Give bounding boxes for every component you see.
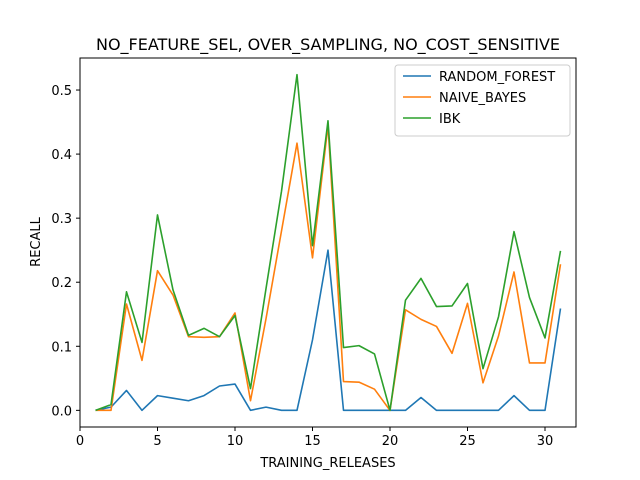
series-line-ibk xyxy=(95,73,562,412)
y-tick-label: 0.4 xyxy=(51,148,72,163)
y-tick-label: 0.1 xyxy=(51,340,72,355)
x-axis-title: TRAINING_RELEASES xyxy=(259,456,395,471)
y-tick-label: 0.5 xyxy=(51,84,72,99)
x-tick-label: 30 xyxy=(537,434,554,449)
y-tick-label: 0.2 xyxy=(51,276,72,291)
x-tick-label: 20 xyxy=(382,434,399,449)
legend: RANDOM_FOREST NAIVE_BAYES IBK xyxy=(394,64,571,137)
y-tick-label: 0.0 xyxy=(51,404,72,419)
chart-title: NO_FEATURE_SEL, OVER_SAMPLING, NO_COST_S… xyxy=(96,35,560,55)
legend-label-naive-bayes: NAIVE_BAYES xyxy=(439,91,526,106)
x-tick-label: 0 xyxy=(76,434,84,449)
legend-box xyxy=(394,64,571,137)
y-tick-label: 0.3 xyxy=(51,212,72,227)
x-tick-label: 15 xyxy=(304,434,321,449)
x-tick-label: 10 xyxy=(227,434,244,449)
series-lines xyxy=(95,73,562,412)
plot-area xyxy=(79,57,577,428)
x-tick-label: 25 xyxy=(459,434,476,449)
plot-frame xyxy=(79,57,577,428)
y-axis: 0.0 0.1 0.2 0.3 0.4 0.5 xyxy=(51,84,80,419)
series-line-random-forest xyxy=(95,249,562,412)
x-tick-label: 5 xyxy=(153,434,161,449)
x-axis: 0 5 10 15 20 25 30 xyxy=(76,427,553,449)
y-axis-title: RECALL xyxy=(29,216,44,266)
legend-label-ibk: IBK xyxy=(439,112,461,127)
legend-label-random-forest: RANDOM_FOREST xyxy=(439,70,555,85)
